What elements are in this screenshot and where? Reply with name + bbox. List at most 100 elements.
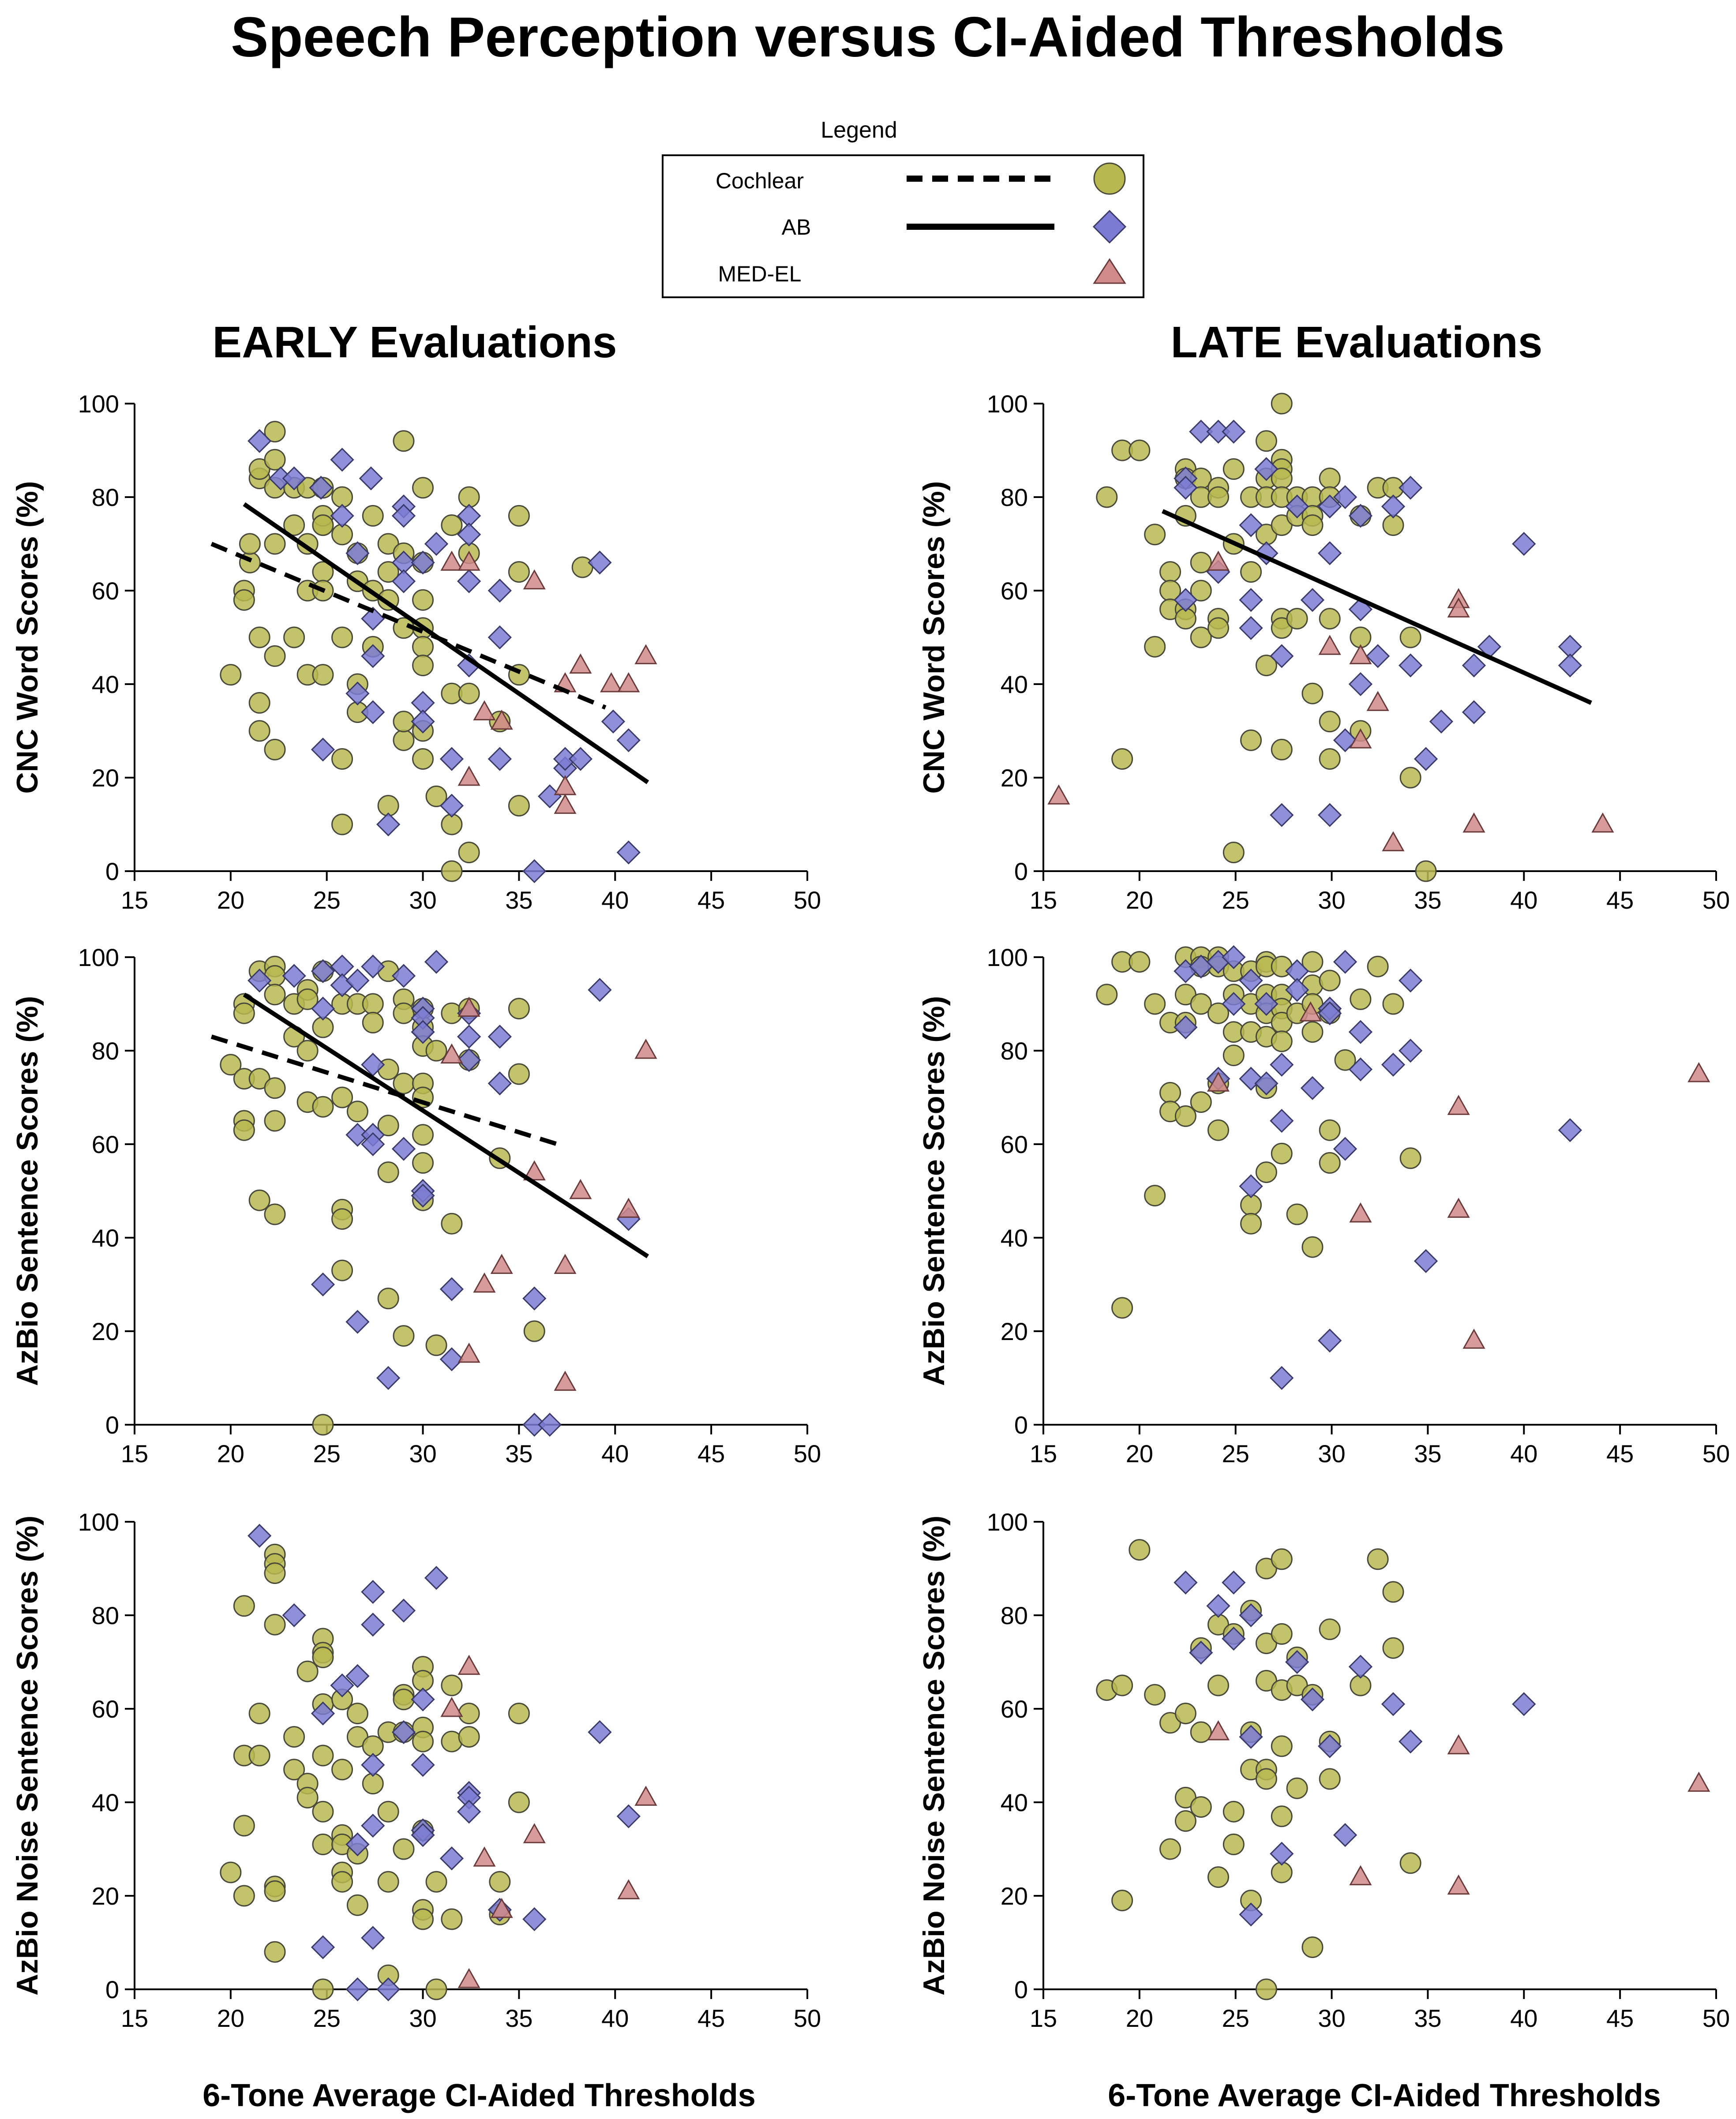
x-tick-label: 20 bbox=[217, 1440, 244, 1468]
data-point-cochlear bbox=[248, 1189, 270, 1211]
data-point-cochlear bbox=[1190, 626, 1212, 648]
data-point-cochlear bbox=[458, 682, 480, 704]
series-cochlear bbox=[220, 421, 593, 882]
data-point-ab bbox=[311, 996, 335, 1021]
data-point-ab bbox=[391, 1137, 416, 1161]
data-point-cochlear bbox=[377, 1801, 399, 1823]
data-point-ab bbox=[1399, 653, 1423, 678]
legend-entry-medel: MED-EL bbox=[718, 258, 1126, 286]
data-point-medel bbox=[1047, 784, 1070, 805]
data-point-medel bbox=[457, 1655, 480, 1675]
data-point-ab bbox=[1222, 1570, 1246, 1595]
data-point-ab bbox=[1189, 419, 1213, 444]
data-point-ab bbox=[411, 1183, 435, 1208]
data-point-ab bbox=[1239, 1902, 1263, 1927]
data-point-ab bbox=[568, 747, 592, 771]
data-point-cochlear bbox=[1399, 767, 1421, 789]
data-point-ab bbox=[487, 578, 512, 603]
legend-entry-ab: AB bbox=[782, 210, 1127, 244]
data-point-cochlear bbox=[1319, 1768, 1341, 1790]
y-tick-label: 80 bbox=[1001, 1602, 1028, 1629]
data-point-ab bbox=[1318, 803, 1342, 827]
data-point-cochlear bbox=[220, 1861, 242, 1883]
data-point-cochlear bbox=[1319, 608, 1341, 630]
data-point-ab bbox=[1414, 747, 1438, 771]
data-point-cochlear bbox=[1350, 988, 1372, 1010]
y-tick-label: 100 bbox=[987, 390, 1028, 418]
x-axis-title-early: 6-Tone Average CI-Aided Thresholds bbox=[202, 2078, 756, 2113]
data-point-cochlear bbox=[412, 1730, 434, 1752]
data-point-cochlear bbox=[1367, 1548, 1389, 1570]
data-point-cochlear bbox=[1129, 951, 1151, 973]
data-point-ab bbox=[487, 747, 512, 771]
y-tick-label: 0 bbox=[105, 1976, 119, 2003]
data-point-cochlear bbox=[1415, 860, 1437, 882]
data-point-medel bbox=[617, 1879, 640, 1899]
data-point-cochlear bbox=[393, 1072, 415, 1094]
series-medel bbox=[1207, 1720, 1710, 1895]
data-point-cochlear bbox=[441, 514, 463, 536]
data-point-ab bbox=[522, 1286, 547, 1310]
legend: Legend Cochlear AB MED-EL bbox=[662, 117, 1144, 298]
data-point-cochlear bbox=[283, 626, 305, 648]
data-point-ab bbox=[376, 1366, 401, 1390]
data-point-cochlear bbox=[508, 998, 530, 1020]
x-tick-label: 25 bbox=[1222, 2004, 1249, 2032]
data-point-ab bbox=[411, 1687, 435, 1711]
data-point-cochlear bbox=[1207, 486, 1229, 508]
data-point-ab bbox=[1270, 803, 1294, 827]
x-tick-label: 35 bbox=[505, 1440, 532, 1468]
data-point-medel bbox=[490, 709, 513, 730]
data-point-ab bbox=[311, 738, 335, 762]
data-point-cochlear bbox=[264, 1562, 286, 1584]
x-tick-label: 50 bbox=[794, 2004, 821, 2032]
data-point-ab bbox=[345, 1310, 370, 1334]
data-point-cochlear bbox=[1190, 580, 1212, 602]
data-point-ab bbox=[616, 1804, 641, 1828]
x-tick-label: 45 bbox=[1606, 886, 1634, 914]
data-point-cochlear bbox=[1190, 1796, 1212, 1818]
data-point-cochlear bbox=[441, 1908, 463, 1930]
data-point-ab bbox=[311, 1935, 335, 1959]
data-point-medel bbox=[473, 700, 496, 721]
y-tick-label: 100 bbox=[78, 943, 119, 971]
y-tick-label: 100 bbox=[987, 1508, 1028, 1536]
data-point-medel bbox=[1366, 691, 1389, 711]
data-point-cochlear bbox=[233, 589, 255, 611]
data-point-cochlear bbox=[296, 1786, 319, 1808]
data-point-cochlear bbox=[1286, 608, 1308, 630]
data-point-cochlear bbox=[1271, 1548, 1293, 1570]
data-point-medel bbox=[1299, 1001, 1322, 1022]
data-point-ab bbox=[361, 644, 385, 668]
data-point-cochlear bbox=[1207, 1674, 1229, 1696]
y-tick-label: 40 bbox=[1001, 670, 1028, 698]
data-point-ab bbox=[247, 1524, 272, 1548]
data-point-medel bbox=[1207, 1720, 1230, 1741]
data-point-ab bbox=[1512, 1692, 1536, 1716]
data-point-cochlear bbox=[412, 1124, 434, 1146]
data-point-cochlear bbox=[362, 505, 384, 527]
panel-early-azbio-noise: 0 20 40 60 80 100 15 20 25 30 35 40 45 50 AzBio Noise … bbox=[11, 1508, 821, 2032]
data-point-cochlear bbox=[1271, 1623, 1293, 1645]
data-point-ab bbox=[1399, 1038, 1423, 1063]
y-tick-label: 40 bbox=[1001, 1789, 1028, 1816]
data-point-medel bbox=[569, 653, 592, 674]
data-point-cochlear bbox=[508, 1703, 530, 1725]
y-tick-label: 100 bbox=[987, 943, 1028, 971]
data-point-ab bbox=[439, 1277, 464, 1301]
x-tick-label: 20 bbox=[1126, 1440, 1153, 1468]
data-point-cochlear bbox=[1334, 1049, 1356, 1071]
data-point-ab bbox=[411, 550, 435, 575]
data-point-ab bbox=[1222, 992, 1246, 1016]
series-medel bbox=[1047, 550, 1614, 851]
y-tick-label: 100 bbox=[78, 1508, 119, 1536]
data-point-cochlear bbox=[264, 533, 286, 555]
data-point-medel bbox=[634, 644, 657, 664]
data-point-ab bbox=[361, 1580, 385, 1604]
data-point-ab bbox=[487, 625, 512, 650]
data-point-medel bbox=[1447, 1198, 1470, 1218]
data-point-cochlear bbox=[1240, 729, 1262, 751]
data-point-cochlear bbox=[283, 1759, 305, 1781]
data-point-ab bbox=[1239, 1725, 1263, 1749]
data-point-cochlear bbox=[1174, 1105, 1196, 1127]
